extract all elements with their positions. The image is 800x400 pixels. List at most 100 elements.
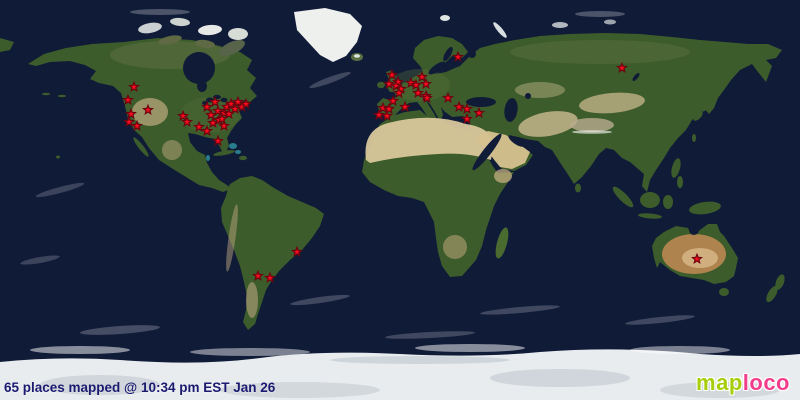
location-marker — [461, 102, 473, 115]
sahara-desert — [365, 117, 493, 163]
location-marker — [410, 78, 422, 91]
red-sea — [472, 133, 502, 171]
location-marker — [405, 76, 417, 89]
location-marker — [201, 124, 213, 137]
location-marker — [381, 109, 393, 122]
location-marker — [461, 112, 473, 125]
antarctica-shading — [40, 356, 780, 398]
hispaniola — [239, 155, 247, 161]
gulf-of-bothnia — [443, 46, 453, 62]
location-marker — [473, 106, 485, 119]
location-marker — [212, 104, 224, 117]
new-guinea — [689, 201, 721, 215]
location-marker — [128, 80, 140, 93]
europe-tint — [390, 69, 450, 101]
belize-banks — [206, 155, 210, 161]
arctic-islands — [138, 15, 616, 57]
location-marker — [399, 100, 411, 113]
persian-gulf — [508, 135, 524, 147]
caspian-sea — [504, 98, 518, 122]
location-marker — [131, 119, 143, 132]
mexico-interior — [162, 140, 182, 160]
greenland — [294, 8, 362, 62]
borneo — [640, 192, 660, 208]
location-marker — [177, 109, 189, 122]
location-marker — [193, 120, 205, 133]
horn-of-africa — [494, 169, 512, 183]
status-text: 65 places mapped @ 10:34 pm EST Jan 26 — [4, 380, 276, 395]
himalaya-snow — [572, 130, 612, 134]
location-marker — [393, 86, 405, 99]
white-sea — [468, 50, 476, 58]
location-marker — [216, 112, 228, 125]
logo-part-loco: loco — [742, 370, 790, 395]
location-marker — [205, 108, 217, 121]
location-marker — [452, 50, 464, 63]
patagonia-steppe — [246, 282, 258, 318]
java — [638, 213, 662, 219]
location-marker — [420, 77, 432, 90]
tasmania — [719, 288, 729, 296]
bahamas-banks — [229, 143, 237, 149]
hawaii — [56, 155, 60, 159]
location-marker — [229, 102, 241, 115]
antarctica — [0, 349, 800, 400]
location-marker — [373, 108, 385, 121]
sumatra — [612, 186, 634, 208]
location-marker — [264, 271, 276, 284]
location-marker — [218, 119, 230, 132]
iran-desert — [518, 111, 578, 137]
aral-sea — [525, 93, 531, 99]
aleutians — [42, 92, 50, 96]
location-marker — [442, 91, 454, 104]
black-sea — [466, 97, 496, 107]
location-marker — [122, 93, 134, 106]
gobi-desert — [579, 92, 645, 114]
location-marker — [691, 252, 703, 265]
cuba — [213, 150, 235, 156]
location-marker — [386, 68, 398, 81]
tibet-plateau — [570, 118, 614, 132]
new-zealand-north — [775, 274, 785, 290]
location-marker — [412, 86, 424, 99]
location-marker — [223, 107, 235, 120]
location-marker — [181, 115, 193, 128]
location-marker — [240, 97, 252, 110]
polar-ice — [0, 8, 800, 400]
location-marker — [383, 77, 395, 90]
madagascar — [495, 227, 509, 259]
sri-lanka — [575, 183, 581, 193]
scandinavia — [413, 36, 468, 74]
baltic-sea — [428, 61, 446, 75]
gulf-of-carpentaria — [689, 225, 699, 235]
location-marker — [291, 245, 303, 258]
taiwan — [692, 134, 696, 142]
arabia-desert — [476, 131, 530, 169]
location-marker — [421, 91, 433, 104]
philippines — [671, 158, 681, 178]
logo-part-map: map — [696, 370, 743, 395]
kalahari — [443, 235, 467, 259]
hudson-bay — [183, 52, 215, 84]
marker-layer — [122, 50, 703, 284]
maploco-logo[interactable]: maploco — [696, 370, 790, 396]
inland-waters — [183, 46, 699, 235]
chukotka-wrap — [0, 38, 14, 52]
sakhalin — [719, 69, 725, 87]
siberia-tundra — [510, 40, 690, 64]
location-marker — [453, 100, 465, 113]
location-marker — [377, 101, 389, 114]
location-marker — [252, 269, 264, 282]
baja-california — [133, 137, 149, 157]
location-marker — [416, 70, 428, 83]
location-marker — [209, 95, 221, 108]
andes — [226, 204, 238, 272]
location-marker — [125, 107, 137, 120]
location-marker — [232, 95, 244, 108]
lake-baikal — [632, 72, 640, 82]
clouds — [20, 9, 730, 356]
location-marker — [212, 134, 224, 147]
location-marker — [225, 97, 237, 110]
